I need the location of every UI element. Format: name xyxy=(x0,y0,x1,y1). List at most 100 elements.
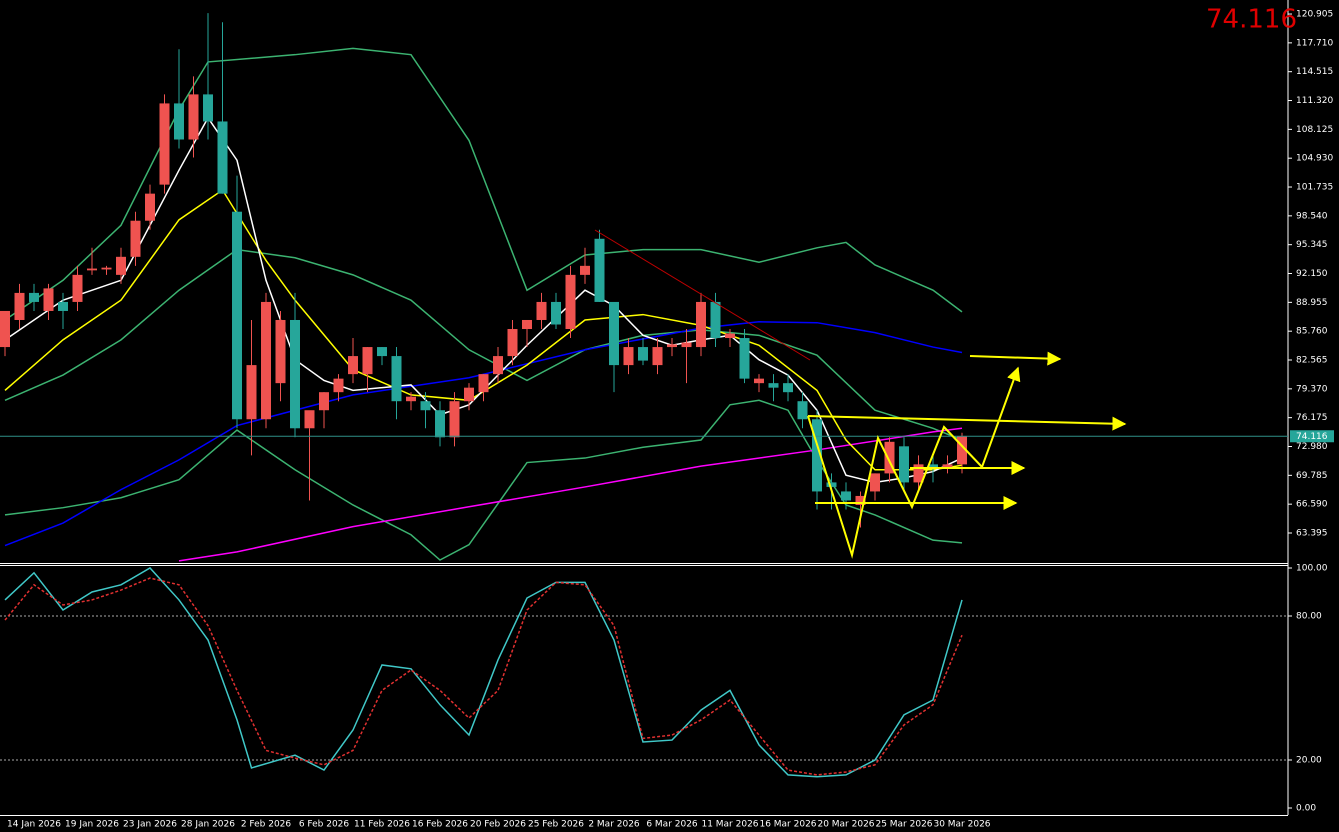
y-tick-label: 79.370 xyxy=(1296,384,1328,394)
candle-body xyxy=(754,378,764,384)
candle-body xyxy=(391,356,402,402)
candle-body xyxy=(348,356,358,375)
candle-body xyxy=(783,383,793,393)
candle-body xyxy=(377,347,387,357)
x-tick-label: 20 Feb 2026 xyxy=(470,820,526,830)
candle-body xyxy=(261,301,271,420)
candle-body xyxy=(551,301,561,325)
candle-body xyxy=(43,288,54,311)
candle-body xyxy=(725,333,735,339)
candle-body xyxy=(420,401,431,411)
candle-body xyxy=(362,347,373,375)
candle-body xyxy=(493,356,503,375)
candle-body xyxy=(522,319,532,330)
indicator-line xyxy=(178,427,963,562)
indicator-line xyxy=(4,567,963,778)
y-tick-label: 120.905 xyxy=(1296,10,1333,20)
candle-body xyxy=(174,103,184,140)
x-tick-label: 14 Jan 2026 xyxy=(7,820,61,830)
y-tick-label: 80.00 xyxy=(1296,612,1322,622)
candle-body xyxy=(710,301,721,339)
candle-body xyxy=(435,410,445,438)
candle-body xyxy=(188,94,199,140)
candle-body xyxy=(899,446,909,483)
y-tick-label: 100.00 xyxy=(1296,564,1328,574)
candle-body xyxy=(203,94,213,122)
candle-body xyxy=(594,238,605,302)
x-tick-label: 28 Jan 2026 xyxy=(181,820,235,830)
indicator-line xyxy=(4,577,963,776)
candle-body xyxy=(101,267,112,270)
candle-body xyxy=(406,396,416,402)
y-tick-label: 66.590 xyxy=(1296,500,1328,510)
arrow xyxy=(969,351,1062,366)
y-tick-label: 101.735 xyxy=(1296,183,1333,193)
y-tick-label: 0.00 xyxy=(1296,804,1316,814)
candle-body xyxy=(130,220,141,257)
candle-body xyxy=(609,301,619,366)
trend-line xyxy=(594,229,811,361)
candle-body xyxy=(913,464,924,483)
candle-body xyxy=(0,310,10,348)
candle-body xyxy=(696,301,706,348)
x-tick-label: 16 Feb 2026 xyxy=(412,820,468,830)
y-tick-label: 98.540 xyxy=(1296,211,1328,221)
candle-body xyxy=(246,365,257,420)
candle-body xyxy=(290,319,300,429)
candle-body xyxy=(652,347,663,366)
candle-body xyxy=(812,419,822,492)
candle-body xyxy=(217,121,228,194)
x-tick-label: 6 Feb 2026 xyxy=(299,820,350,830)
candle-body xyxy=(884,441,895,474)
y-tick-label: 114.515 xyxy=(1296,67,1333,77)
x-tick-label: 16 Mar 2026 xyxy=(759,820,816,830)
candle-body xyxy=(304,410,315,429)
x-tick-label: 30 Mar 2026 xyxy=(933,820,990,830)
y-tick-label: 69.785 xyxy=(1296,471,1328,481)
candle-body xyxy=(319,392,329,411)
candle-body xyxy=(667,344,677,348)
x-tick-label: 11 Mar 2026 xyxy=(701,820,758,830)
arrow xyxy=(807,415,1127,431)
candle-body xyxy=(565,274,576,330)
x-tick-label: 20 Mar 2026 xyxy=(817,820,874,830)
candle-body xyxy=(159,103,170,185)
price-label-box xyxy=(1290,430,1334,443)
candle-body xyxy=(739,338,750,379)
x-tick-label: 11 Feb 2026 xyxy=(354,820,410,830)
candle-body xyxy=(58,301,68,311)
y-tick-label: 85.760 xyxy=(1296,327,1328,337)
current-price: 74.116 xyxy=(1206,5,1297,35)
candle-body xyxy=(623,347,634,366)
candle-body xyxy=(928,464,938,469)
x-tick-label: 25 Mar 2026 xyxy=(875,820,932,830)
y-tick-label: 20.00 xyxy=(1296,756,1322,766)
candle-body xyxy=(942,464,953,469)
candle-body xyxy=(768,383,779,388)
x-tick-label: 19 Jan 2026 xyxy=(65,820,119,830)
candle-body xyxy=(638,347,648,361)
candle-body xyxy=(275,319,286,384)
x-tick-label: 6 Mar 2026 xyxy=(646,820,698,830)
x-tick-label: 25 Feb 2026 xyxy=(528,820,584,830)
candle-body xyxy=(464,387,474,402)
y-tick-label: 111.320 xyxy=(1296,96,1333,106)
candle-body xyxy=(29,292,39,302)
candle-body xyxy=(870,473,880,492)
y-tick-label: 72.980 xyxy=(1296,442,1328,452)
candle-body xyxy=(797,401,808,420)
y-tick-label: 104.930 xyxy=(1296,154,1333,164)
y-tick-label: 88.955 xyxy=(1296,298,1328,308)
price-label: 74.116 xyxy=(1296,432,1328,442)
candle-body xyxy=(957,436,967,465)
candle-body xyxy=(449,401,460,438)
x-tick-label: 23 Jan 2026 xyxy=(123,820,177,830)
y-tick-label: 76.175 xyxy=(1296,413,1328,423)
candle-body xyxy=(478,374,489,393)
indicator-line xyxy=(4,321,963,547)
candle-body xyxy=(72,274,83,302)
x-tick-label: 2 Feb 2026 xyxy=(241,820,292,830)
